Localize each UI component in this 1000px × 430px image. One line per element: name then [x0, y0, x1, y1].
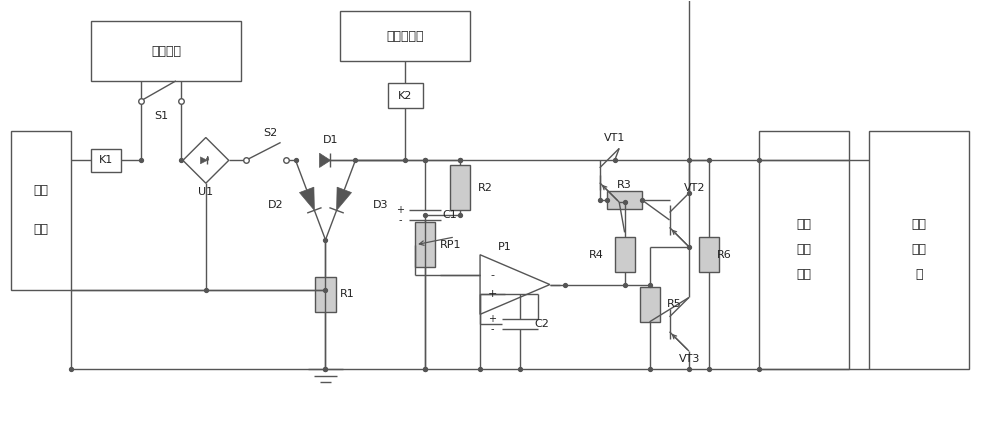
Text: VT1: VT1	[604, 133, 625, 144]
Text: 器: 器	[915, 268, 923, 281]
Text: 电源: 电源	[34, 224, 49, 236]
Text: K2: K2	[398, 91, 412, 101]
Text: 发电机组: 发电机组	[151, 45, 181, 58]
Polygon shape	[320, 153, 330, 167]
Bar	[450, 165, 470, 210]
Polygon shape	[200, 157, 207, 164]
Text: 直流: 直流	[911, 218, 926, 231]
Text: VT2: VT2	[684, 183, 705, 193]
Text: 工业: 工业	[34, 184, 49, 197]
Text: K1: K1	[99, 155, 113, 166]
Text: S1: S1	[154, 111, 168, 121]
Text: R1: R1	[340, 289, 355, 299]
Text: C1: C1	[443, 210, 458, 220]
Text: D2: D2	[268, 200, 283, 210]
Bar	[91, 21, 241, 81]
Text: U1: U1	[198, 187, 213, 197]
Polygon shape	[299, 187, 314, 210]
Text: R5: R5	[667, 299, 682, 310]
Text: 稳流: 稳流	[797, 243, 812, 256]
Text: -: -	[490, 324, 494, 334]
Bar	[607, 191, 642, 209]
Text: R2: R2	[478, 183, 492, 193]
Bar	[315, 277, 336, 312]
Text: 太阳能电源: 太阳能电源	[387, 30, 424, 43]
Text: -: -	[399, 215, 402, 225]
Text: R6: R6	[717, 250, 732, 260]
Text: +: +	[487, 289, 497, 299]
Text: +: +	[396, 205, 404, 215]
Text: R4: R4	[589, 250, 604, 260]
Polygon shape	[337, 187, 351, 210]
Bar	[415, 222, 435, 267]
Bar	[759, 131, 849, 369]
Bar	[615, 237, 635, 272]
Text: +: +	[488, 314, 496, 324]
Text: C2: C2	[534, 319, 549, 329]
Text: RP1: RP1	[439, 240, 461, 250]
Text: P1: P1	[498, 242, 512, 252]
Text: -: -	[490, 270, 494, 280]
Text: D3: D3	[373, 200, 388, 210]
Bar	[11, 131, 71, 289]
Bar	[640, 287, 660, 322]
Text: D1: D1	[323, 135, 338, 145]
Text: 电路: 电路	[797, 268, 812, 281]
Text: VT3: VT3	[679, 354, 700, 364]
Bar	[388, 83, 423, 108]
Text: 直流: 直流	[797, 218, 812, 231]
Bar	[340, 11, 470, 61]
Text: 变压: 变压	[911, 243, 926, 256]
Text: R3: R3	[617, 180, 632, 190]
Text: S2: S2	[264, 128, 278, 138]
Bar	[699, 237, 719, 272]
Bar	[869, 131, 969, 369]
Bar	[91, 149, 121, 172]
